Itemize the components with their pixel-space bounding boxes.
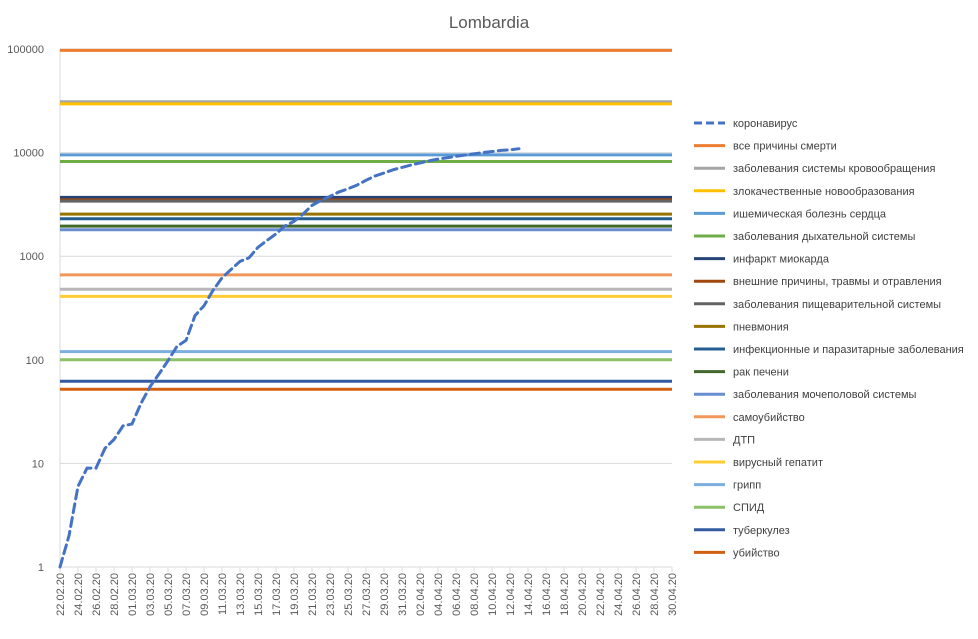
x-tick-label: 22.04.20 [595, 573, 607, 616]
y-tick-label: 1 [38, 562, 44, 574]
covid-series [58, 147, 521, 569]
legend-label: пневмония [733, 321, 789, 333]
x-tick-label: 05.03.20 [163, 573, 175, 616]
y-tick-label: 1000 [20, 251, 44, 263]
legend-item: СПИД [694, 502, 765, 514]
legend-item: внешние причины, травмы и отравления [694, 276, 942, 288]
legend-label: инфекционные и паразитарные заболевания [733, 344, 964, 356]
y-tick-label: 10 [32, 458, 44, 470]
legend-item: убийство [694, 547, 780, 559]
legend-item: туберкулез [694, 525, 790, 537]
legend-label: туберкулез [733, 525, 790, 537]
y-tick-label: 100000 [7, 44, 44, 56]
x-tick-label: 11.03.20 [217, 573, 229, 615]
x-tick-label: 07.03.20 [181, 573, 193, 616]
legend-label: заболевания дыхательной системы [733, 231, 915, 243]
x-tick-label: 19.03.20 [289, 573, 301, 616]
x-tick-label: 10.04.20 [487, 573, 499, 616]
x-tick-label: 01.03.20 [127, 573, 139, 616]
x-tick-label: 24.02.20 [73, 573, 85, 616]
x-tick-label: 08.04.20 [469, 573, 481, 616]
legend-label: ишемическая болезнь сердца [733, 208, 887, 220]
x-tick-label: 20.04.20 [577, 573, 589, 616]
x-tick-label: 21.03.20 [307, 573, 319, 616]
legend-label: злокачественные новообразования [733, 186, 915, 198]
x-tick-label: 14.04.20 [523, 573, 535, 616]
legend-label: вирусный гепатит [733, 457, 823, 469]
legend-item: самоубийство [694, 412, 805, 424]
x-tick-label: 16.04.20 [541, 573, 553, 616]
legend-item: все причины смерти [694, 141, 837, 153]
x-tick-label: 29.03.20 [379, 573, 391, 616]
x-tick-label: 17.03.20 [271, 573, 283, 616]
legend-item: заболевания мочеполовой системы [694, 389, 917, 401]
legend-label: коронавирус [733, 118, 798, 130]
legend-item: пневмония [694, 321, 789, 333]
legend-item: вирусный гепатит [694, 457, 823, 469]
legend-label: заболевания мочеполовой системы [733, 389, 917, 401]
reference-lines [60, 48, 672, 391]
x-tick-label: 25.03.20 [343, 573, 355, 616]
x-tick-label: 03.03.20 [145, 573, 157, 616]
x-tick-label: 23.03.20 [325, 573, 337, 616]
legend-label: внешние причины, травмы и отравления [733, 276, 942, 288]
x-tick-label: 12.04.20 [505, 573, 517, 616]
x-tick-label: 31.03.20 [397, 573, 409, 616]
legend-label: все причины смерти [733, 141, 837, 153]
x-tick-label: 02.04.20 [415, 573, 427, 616]
y-tick-label: 10000 [13, 148, 44, 160]
legend-label: заболевания пищеварительной системы [733, 299, 941, 311]
covid-line [58, 147, 521, 569]
legend-item: заболевания системы кровообращения [694, 163, 935, 175]
x-tick-label: 06.04.20 [451, 573, 463, 616]
chart-title: Lombardia [449, 13, 530, 32]
y-axis-tick-labels: 1 10 100 1000 10000 100000 [7, 44, 44, 574]
legend-label: заболевания системы кровообращения [733, 163, 935, 175]
x-tick-label: 28.04.20 [649, 573, 661, 616]
legend-item: коронавирус [694, 118, 798, 130]
x-tick-label: 22.02.20 [55, 573, 67, 616]
x-tick-label: 30.04.20 [667, 573, 679, 616]
x-tick-label: 15.03.20 [253, 573, 265, 616]
legend-item: заболевания дыхательной системы [694, 231, 915, 243]
x-axis-tick-labels: 22.02.20 24.02.20 26.02.20 28.02.20 01.03.20… [55, 573, 679, 616]
x-tick-label: 24.04.20 [613, 573, 625, 616]
x-tick-label: 26.04.20 [631, 573, 643, 616]
x-tick-label: 28.02.20 [109, 573, 121, 616]
legend-label: ДТП [733, 434, 755, 446]
legend-item: инфаркт миокарда [694, 254, 830, 266]
legend-label: самоубийство [733, 412, 805, 424]
gridlines [59, 48, 673, 572]
x-tick-label: 26.02.20 [91, 573, 103, 616]
y-tick-label: 100 [26, 355, 44, 367]
x-tick-label: 27.03.20 [361, 573, 373, 616]
legend-item: грипп [694, 480, 761, 492]
legend: коронавирус все причины смерти заболевания… [694, 118, 964, 559]
legend-item: рак печени [694, 367, 789, 379]
x-tick-label: 18.04.20 [559, 573, 571, 616]
legend-item: ишемическая болезнь сердца [694, 208, 887, 220]
legend-item: злокачественные новообразования [694, 186, 915, 198]
x-tick-label: 13.03.20 [235, 573, 247, 616]
legend-label: СПИД [733, 502, 765, 514]
x-tick-label: 04.04.20 [433, 573, 445, 616]
legend-label: инфаркт миокарда [733, 254, 830, 266]
legend-item: ДТП [694, 434, 755, 446]
legend-label: убийство [733, 547, 780, 559]
legend-item: инфекционные и паразитарные заболевания [694, 344, 964, 356]
legend-label: грипп [733, 480, 761, 492]
x-tick-label: 09.03.20 [199, 573, 211, 616]
legend-label: рак печени [733, 367, 789, 379]
legend-item: заболевания пищеварительной системы [694, 299, 941, 311]
